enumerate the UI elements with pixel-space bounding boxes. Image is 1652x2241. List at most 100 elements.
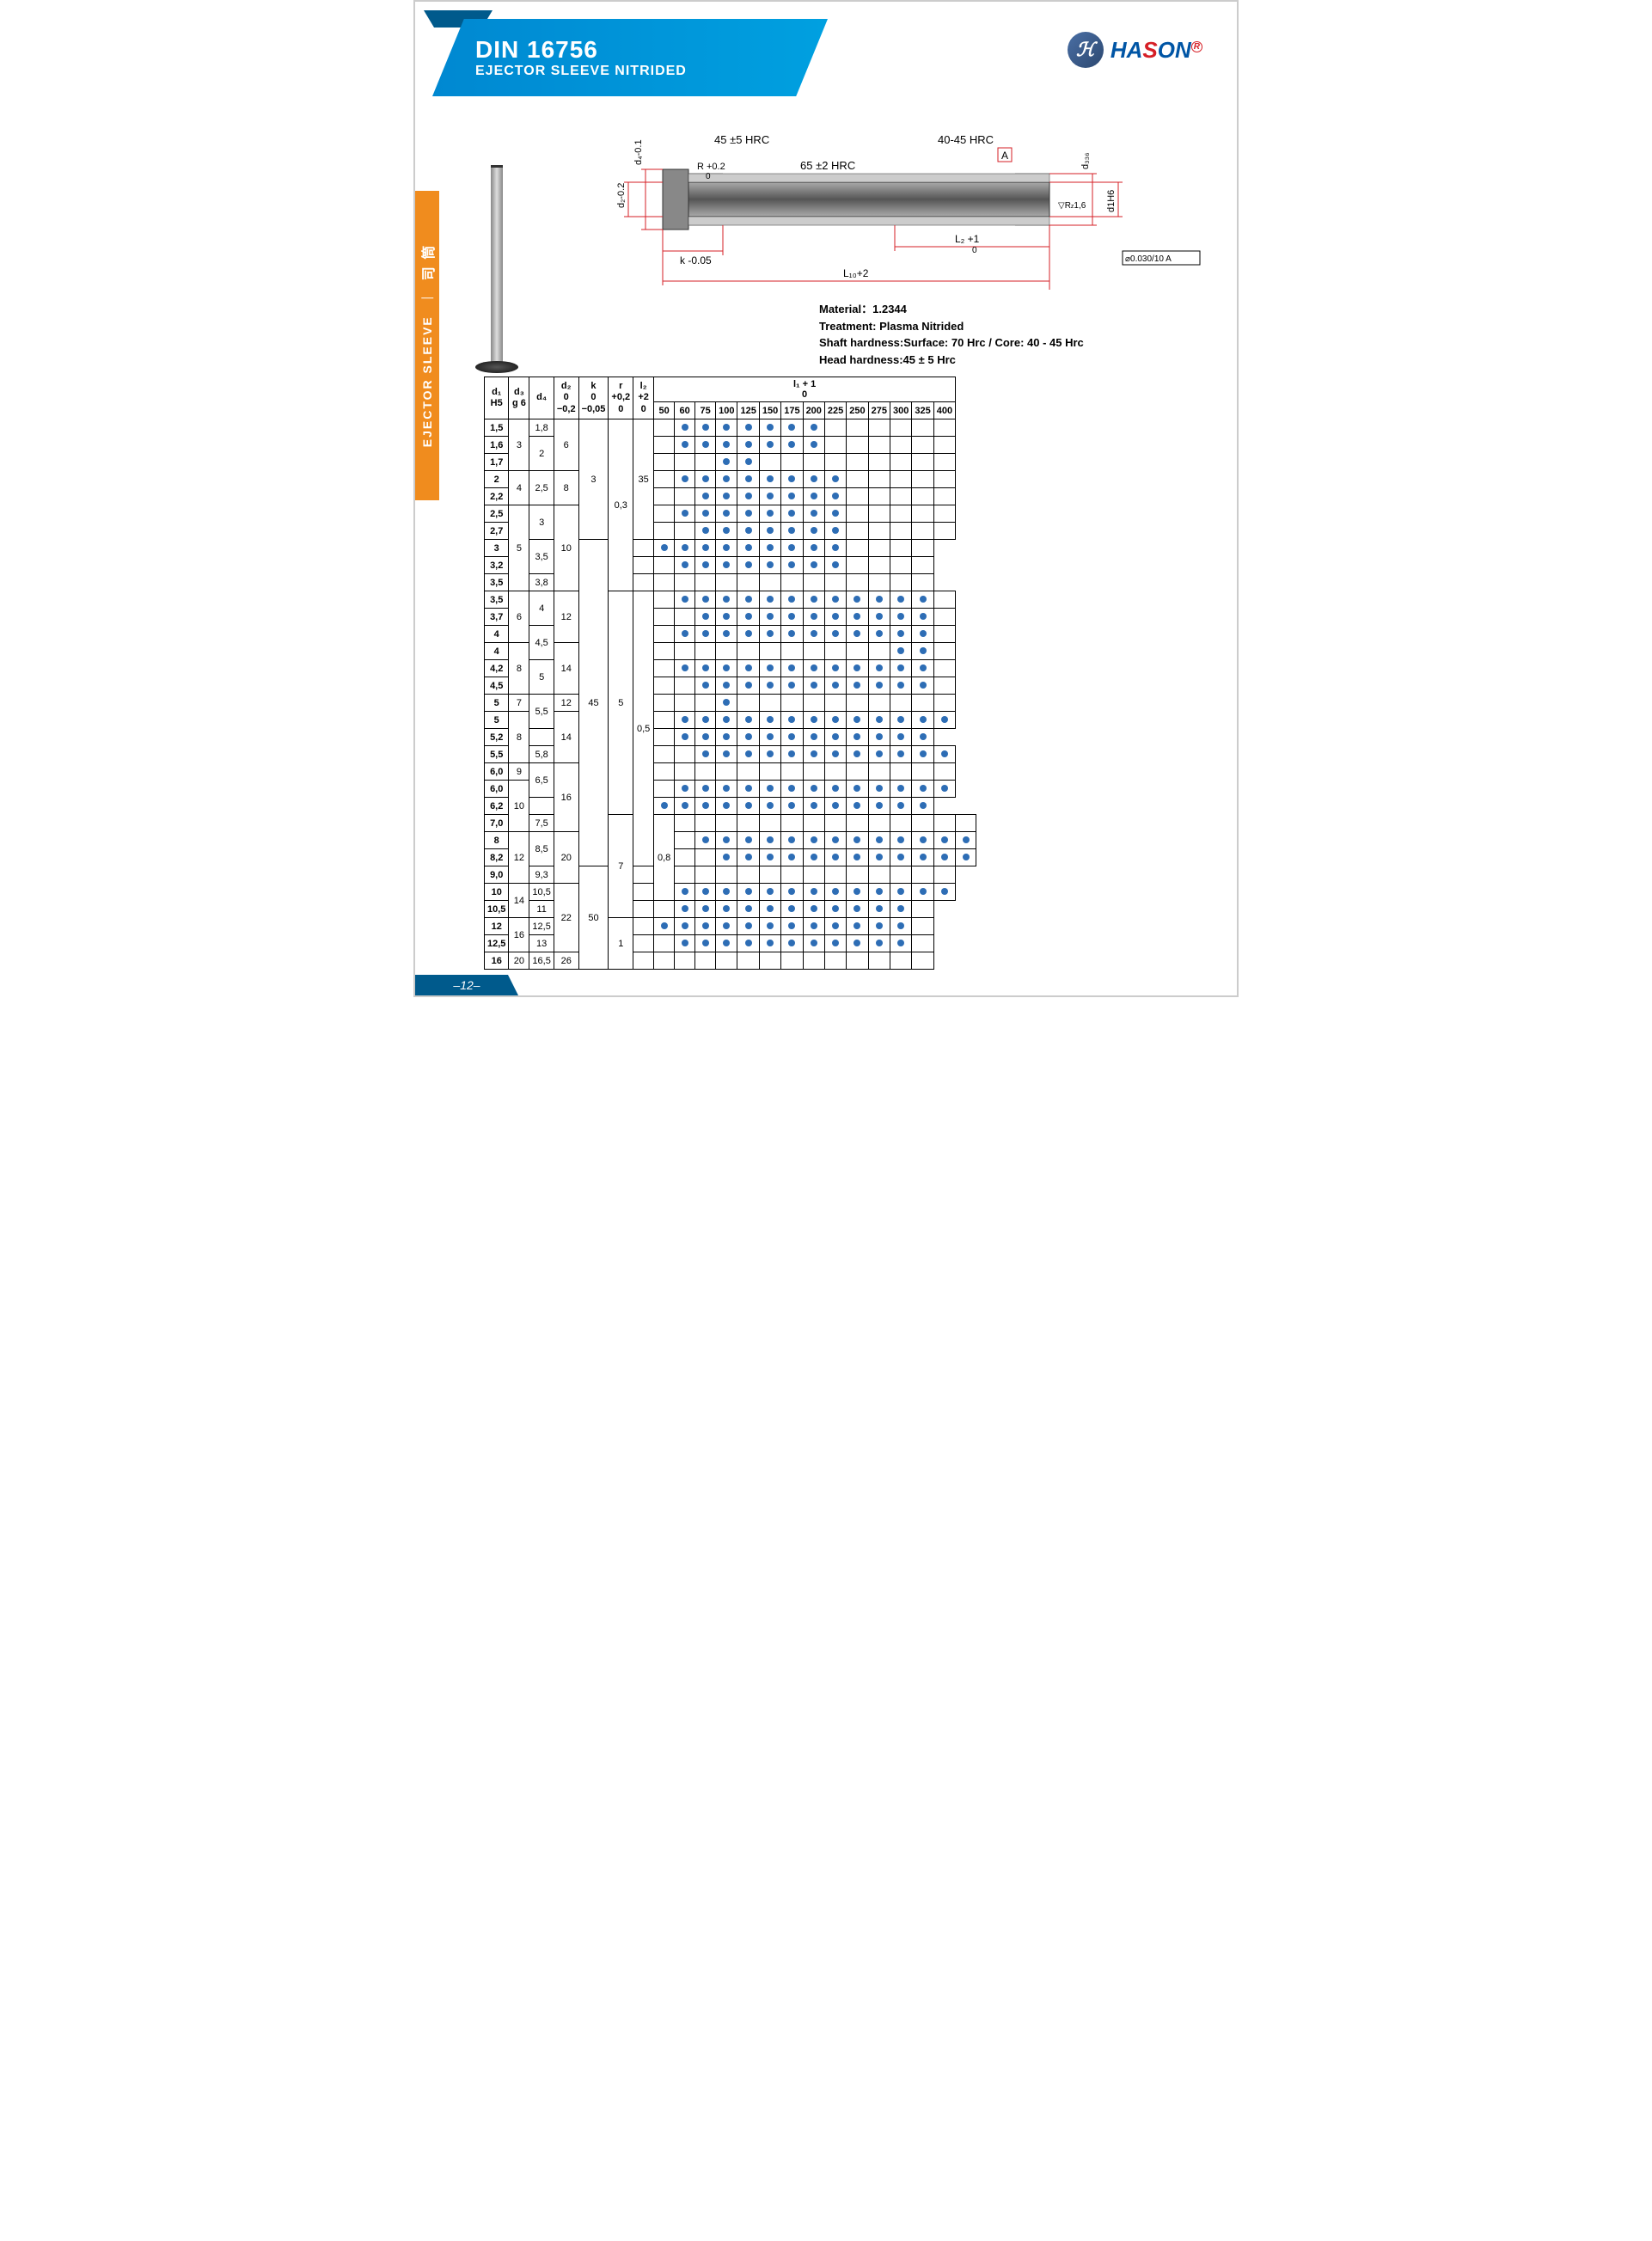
lbl-Rz: ▽Rz1,6 (1058, 201, 1086, 211)
availability-dot (682, 630, 688, 637)
availability-dot (897, 630, 904, 637)
availability-dot (745, 836, 752, 843)
availability-dot (788, 544, 795, 551)
availability-dot (788, 561, 795, 568)
side-tab-cn: 司 筒 (417, 244, 437, 280)
availability-dot (832, 664, 839, 671)
brand-logo: ℋ HASONR (1068, 32, 1202, 68)
availability-dot (682, 785, 688, 792)
availability-dot (876, 802, 883, 809)
shaft-hardness-line: Shaft hardness:Surface: 70 Hrc / Core: 4… (819, 334, 1220, 352)
availability-dot (832, 493, 839, 499)
table-row: 2,55310 (485, 505, 976, 523)
availability-dot (723, 441, 730, 448)
availability-dot (745, 596, 752, 603)
availability-dot (745, 888, 752, 895)
lbl-R0: 0 (706, 172, 711, 181)
availability-dot (854, 596, 860, 603)
page-number: –12– (453, 978, 480, 992)
availability-dot (811, 733, 817, 740)
availability-dot (788, 888, 795, 895)
availability-dot (702, 596, 709, 603)
availability-dot (897, 905, 904, 912)
availability-dot (788, 596, 795, 603)
availability-dot (723, 664, 730, 671)
availability-dot (788, 854, 795, 860)
logo-text: HASONR (1111, 37, 1202, 64)
availability-dot (745, 475, 752, 482)
availability-dot (811, 544, 817, 551)
availability-dot (788, 424, 795, 431)
availability-dot (854, 888, 860, 895)
col-l1-150: 150 (759, 402, 780, 419)
availability-dot (811, 424, 817, 431)
availability-dot (832, 940, 839, 946)
availability-dot (788, 802, 795, 809)
availability-dot (920, 854, 927, 860)
availability-dot (876, 613, 883, 620)
availability-dot (723, 493, 730, 499)
availability-dot (854, 940, 860, 946)
availability-dot (702, 733, 709, 740)
availability-dot (702, 785, 709, 792)
col-l1-125: 125 (737, 402, 759, 419)
availability-dot (876, 682, 883, 689)
availability-dot (897, 664, 904, 671)
availability-dot (788, 733, 795, 740)
lbl-k: k -0.05 (680, 254, 712, 266)
availability-dot (745, 716, 752, 723)
availability-dot (941, 888, 948, 895)
availability-dot (920, 630, 927, 637)
availability-dot (723, 630, 730, 637)
availability-dot (702, 544, 709, 551)
availability-dot (745, 922, 752, 929)
table-row: 4814 (485, 643, 976, 660)
material-line: Material：1.2344 (819, 301, 1220, 318)
availability-dot (723, 785, 730, 792)
availability-dot (897, 940, 904, 946)
availability-dot (682, 561, 688, 568)
col-l1-225: 225 (824, 402, 846, 419)
product-photo (462, 165, 531, 397)
availability-dot (832, 733, 839, 740)
availability-dot (920, 596, 927, 603)
availability-dot (767, 888, 774, 895)
availability-dot (682, 802, 688, 809)
availability-dot (745, 544, 752, 551)
availability-dot (876, 630, 883, 637)
availability-dot (920, 888, 927, 895)
availability-dot (788, 475, 795, 482)
lbl-L20: 0 (972, 246, 977, 255)
availability-dot (920, 664, 927, 671)
lbl-tol: ⌀0.030/10 A (1125, 254, 1172, 264)
availability-dot (897, 716, 904, 723)
availability-dot (788, 493, 795, 499)
availability-dot (897, 888, 904, 895)
availability-dot (661, 922, 668, 929)
availability-dot (682, 475, 688, 482)
availability-dot (832, 802, 839, 809)
availability-dot (723, 682, 730, 689)
availability-dot (702, 441, 709, 448)
material-info: Material：1.2344 Treatment: Plasma Nitrid… (819, 301, 1220, 368)
availability-dot (941, 836, 948, 843)
availability-dot (788, 940, 795, 946)
availability-dot (941, 785, 948, 792)
availability-dot (811, 905, 817, 912)
availability-dot (702, 802, 709, 809)
availability-dot (811, 630, 817, 637)
availability-dot (832, 544, 839, 551)
availability-dot (832, 682, 839, 689)
col-l1-75: 75 (695, 402, 716, 419)
availability-dot (723, 527, 730, 534)
availability-dot (767, 785, 774, 792)
availability-dot (811, 475, 817, 482)
availability-dot (811, 940, 817, 946)
availability-dot (682, 596, 688, 603)
lbl-d1: d1H6 (1106, 190, 1117, 212)
availability-dot (897, 922, 904, 929)
lbl-L2: L₂ +1 (955, 233, 980, 245)
table-row: 5814 (485, 712, 976, 729)
technical-diagram: 45 ±5 HRC 40-45 HRC 65 ±2 HRC d₄-0.1 d₂-… (587, 122, 1220, 294)
availability-dot (702, 922, 709, 929)
